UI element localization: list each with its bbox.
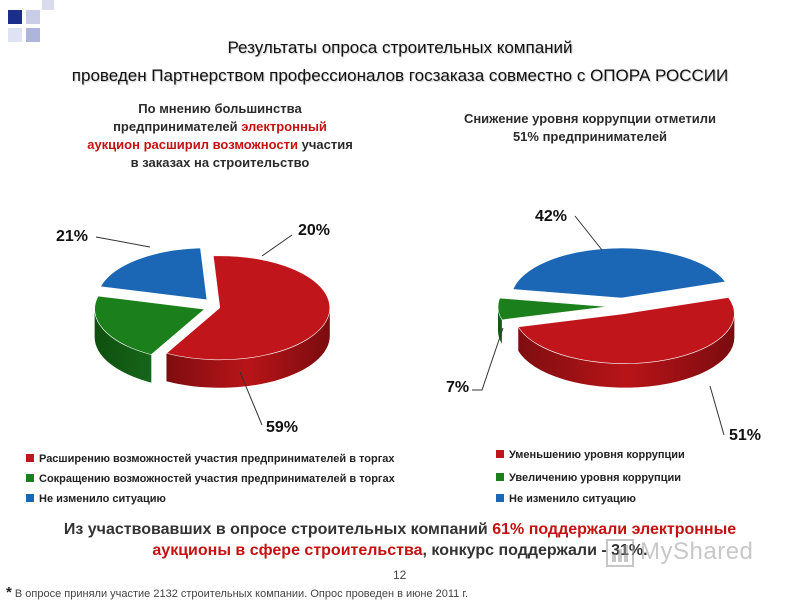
right-legend-item-blue: Не изменило ситуацию — [496, 489, 685, 509]
left-legend-label-red: Расширению возможностей участия предприн… — [39, 453, 395, 465]
page-title-line-1: Результаты опроса строительных компаний — [227, 38, 573, 57]
leader-line — [261, 234, 293, 257]
pie-slice-side — [518, 313, 735, 388]
pie-slice-blue — [512, 247, 726, 299]
right-pie-chart — [497, 247, 735, 388]
pie-slice-side — [94, 309, 152, 383]
leader-line — [95, 236, 151, 248]
left-chart-title-line-3: аукцион расширил возможности участия — [40, 136, 400, 154]
left-title-l2-a: предпринимателей — [113, 119, 242, 134]
watermark: MyShared — [606, 536, 766, 570]
summary-text: Из участвовавших в опросе строительных к… — [0, 519, 800, 561]
pie-slice-green — [497, 297, 609, 321]
summary-a: Из участвовавших в опросе строительных к… — [63, 521, 493, 538]
left-title-l3-a: аукцион расширил возможности — [87, 137, 298, 152]
pie-slice-red — [165, 255, 331, 361]
summary-line-2: аукционы в сфере строительства, конкурс … — [0, 540, 800, 561]
watermark-text: MyShared — [640, 538, 754, 565]
leader-line — [709, 385, 725, 436]
green-swatch-icon — [496, 473, 504, 481]
leader-lines — [95, 215, 725, 436]
right-pie-label-red: 51% — [729, 427, 762, 444]
left-pie-chart — [94, 247, 331, 388]
footnote-text: В опросе приняли участие 2132 строительн… — [11, 588, 469, 600]
left-title-l2-b: электронный — [241, 119, 327, 134]
pie-slice-green — [94, 295, 206, 355]
right-legend: Уменьшению уровня коррупции Увеличению у… — [496, 444, 685, 509]
left-chart-title: По мнению большинства предпринимателей э… — [40, 100, 400, 172]
left-legend-label-blue: Не изменило ситуацию — [39, 493, 166, 505]
left-pie-label-green: 21% — [56, 228, 89, 245]
right-pie-label-blue: 42% — [535, 208, 568, 225]
pie-slice-side — [166, 307, 330, 388]
leader-line — [574, 215, 603, 251]
footnote-star: * — [6, 584, 12, 601]
summary-b: 61% поддержали электронные — [492, 521, 737, 538]
summary-c: аукционы в сфере строительства — [152, 542, 423, 559]
right-legend-label-blue: Не изменило ситуацию — [509, 493, 636, 505]
right-chart-title-line-2: 51% предпринимателей — [512, 129, 668, 144]
bar-chart-icon — [606, 539, 634, 567]
pie-slice-red — [517, 297, 735, 364]
left-title-l3-b: участия — [297, 137, 353, 152]
right-chart-title: Снижение уровня коррупции отметили 51% п… — [420, 110, 760, 146]
leader-line — [472, 327, 504, 391]
summary-line-1: Из участвовавших в опросе строительных к… — [0, 519, 800, 540]
page-title-line-2: проведен Партнерством профессионалов гос… — [71, 66, 729, 85]
left-chart-title-line-2: предпринимателей электронный — [40, 118, 400, 136]
right-legend-item-green: Увеличению уровня коррупции — [496, 467, 685, 489]
left-legend-item-green: Сокращению возможностей участия предприн… — [26, 469, 395, 489]
blue-swatch-icon — [496, 494, 504, 502]
right-legend-label-green: Увеличению уровня коррупции — [509, 472, 681, 484]
left-legend-item-red: Расширению возможностей участия предприн… — [26, 449, 395, 469]
corner-decoration — [0, 0, 60, 50]
right-chart-title-line-1: Снижение уровня коррупции отметили — [463, 111, 717, 126]
footnote: * В опросе приняли участие 2132 строител… — [6, 584, 468, 601]
right-pie-label-green: 7% — [446, 379, 470, 396]
pie-slice-blue — [100, 247, 208, 301]
page-number: 12 — [393, 568, 407, 582]
left-legend: Расширению возможностей участия предприн… — [26, 449, 395, 509]
green-swatch-icon — [26, 474, 34, 482]
leader-line — [239, 371, 263, 426]
right-legend-label-red: Уменьшению уровня коррупции — [509, 449, 685, 461]
red-swatch-icon — [26, 454, 34, 462]
blue-swatch-icon — [26, 494, 34, 502]
right-legend-item-red: Уменьшению уровня коррупции — [496, 444, 685, 467]
red-swatch-icon — [496, 450, 504, 458]
left-pie-label-blue: 20% — [298, 222, 331, 239]
left-chart-title-line-1: По мнению большинства — [138, 101, 302, 116]
left-legend-item-blue: Не изменило ситуацию — [26, 489, 395, 509]
left-legend-label-green: Сокращению возможностей участия предприн… — [39, 473, 395, 485]
left-chart-title-line-4: в заказах на строительство — [130, 155, 310, 170]
summary-d: , конкурс поддержали - 31%. — [422, 542, 648, 559]
left-pie-label-red: 59% — [266, 419, 299, 436]
